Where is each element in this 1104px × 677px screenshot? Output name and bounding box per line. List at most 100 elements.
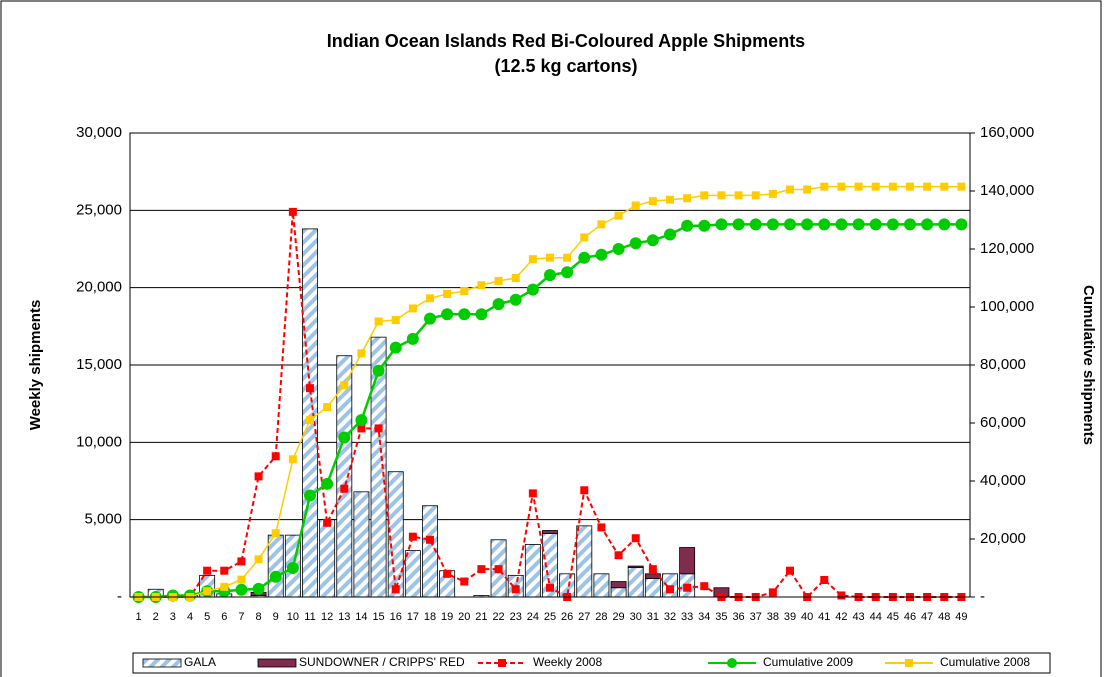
y2-tick-label: 120,000 xyxy=(980,240,1034,257)
x-tick-label: 49 xyxy=(955,611,967,623)
y2-tick-label: 40,000 xyxy=(980,472,1026,489)
x-tick-label: 38 xyxy=(767,611,779,623)
marker xyxy=(271,529,280,538)
marker xyxy=(203,566,212,575)
marker xyxy=(391,585,400,594)
y-tick-label: - xyxy=(117,588,122,605)
y2-tick-label: 20,000 xyxy=(980,530,1026,547)
marker xyxy=(614,211,623,220)
marker xyxy=(441,308,454,321)
bar xyxy=(542,530,558,534)
x-tick-label: 25 xyxy=(544,611,556,623)
x-tick-label: 34 xyxy=(698,611,710,623)
marker xyxy=(820,575,829,584)
marker xyxy=(923,182,932,191)
x-tick-label: 35 xyxy=(715,611,727,623)
marker xyxy=(321,477,334,490)
bar xyxy=(593,573,610,598)
x-tick-label: 3 xyxy=(170,611,176,623)
marker xyxy=(871,182,880,191)
marker xyxy=(443,289,452,298)
marker xyxy=(906,182,914,191)
y-axis-title: Weekly shipments xyxy=(27,300,44,431)
marker xyxy=(837,591,846,600)
marker xyxy=(904,218,916,231)
x-tick-label: 46 xyxy=(904,611,916,623)
x-tick-label: 18 xyxy=(424,611,436,623)
marker xyxy=(288,207,297,216)
marker xyxy=(477,565,486,574)
marker xyxy=(374,317,383,326)
marker xyxy=(389,341,402,354)
marker xyxy=(546,253,554,262)
marker xyxy=(715,218,728,231)
marker xyxy=(271,452,280,461)
marker xyxy=(734,191,743,200)
legend-marker xyxy=(727,658,737,668)
marker xyxy=(717,191,726,200)
legend-marker xyxy=(905,659,913,667)
marker xyxy=(391,316,400,325)
marker xyxy=(648,565,657,574)
marker xyxy=(220,566,229,575)
marker xyxy=(494,565,503,574)
y2-tick-label: 60,000 xyxy=(980,414,1026,431)
bar xyxy=(679,547,696,575)
marker xyxy=(526,283,539,296)
x-tick-label: 4 xyxy=(187,611,193,623)
marker xyxy=(700,582,709,591)
marker xyxy=(683,194,692,203)
x-tick-label: 27 xyxy=(578,611,590,623)
marker xyxy=(666,195,674,204)
y2-tick-label: - xyxy=(980,588,985,605)
marker xyxy=(408,532,417,541)
marker xyxy=(648,197,657,206)
y-tick-label: 25,000 xyxy=(76,201,122,218)
marker xyxy=(766,218,779,231)
y2-axis-title: Cumulative shipments xyxy=(1080,285,1097,445)
marker xyxy=(374,424,383,433)
marker xyxy=(220,582,229,591)
x-tick-label: 14 xyxy=(355,611,367,623)
bar xyxy=(644,578,661,598)
legend-label: Cumulative 2008 xyxy=(940,655,1030,669)
marker xyxy=(477,281,486,290)
x-tick-label: 43 xyxy=(852,611,864,623)
marker xyxy=(786,566,794,575)
x-tick-label: 2 xyxy=(153,611,159,623)
marker xyxy=(528,489,537,498)
marker xyxy=(443,569,452,578)
marker xyxy=(597,220,606,229)
marker xyxy=(288,455,297,464)
x-tick-label: 36 xyxy=(732,611,744,623)
marker xyxy=(578,251,591,264)
marker xyxy=(563,253,572,262)
marker xyxy=(732,218,745,231)
marker xyxy=(595,248,608,261)
bar xyxy=(387,471,404,598)
x-tick-label: 13 xyxy=(338,611,350,623)
y2-tick-label: 80,000 xyxy=(980,356,1026,373)
x-tick-label: 41 xyxy=(818,611,830,623)
y-tick-label: 20,000 xyxy=(76,279,122,296)
marker xyxy=(269,570,282,583)
marker xyxy=(835,218,848,231)
marker xyxy=(664,228,676,241)
bar xyxy=(627,567,644,598)
bar xyxy=(627,565,644,569)
marker xyxy=(854,182,863,191)
legend-label: SUNDOWNER / CRIPPS' RED xyxy=(299,655,465,669)
marker xyxy=(406,332,419,345)
x-tick-label: 29 xyxy=(612,611,624,623)
marker xyxy=(424,312,436,325)
x-tick-label: 10 xyxy=(287,611,299,623)
x-tick-label: 17 xyxy=(407,611,419,623)
marker xyxy=(355,414,368,427)
marker xyxy=(666,585,674,594)
marker xyxy=(509,293,522,306)
marker xyxy=(614,551,623,560)
x-tick-label: 5 xyxy=(204,611,210,623)
marker xyxy=(852,218,865,231)
marker xyxy=(306,384,314,393)
